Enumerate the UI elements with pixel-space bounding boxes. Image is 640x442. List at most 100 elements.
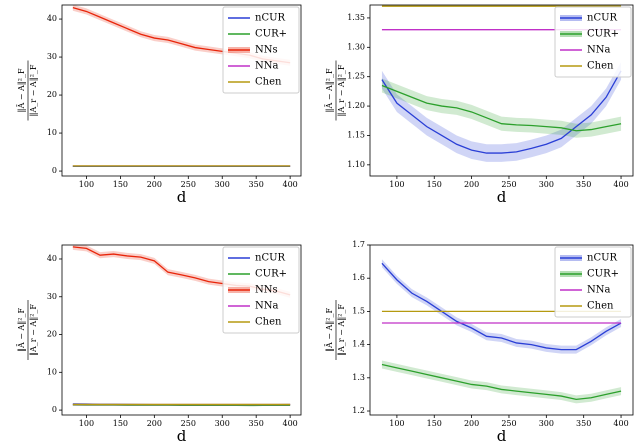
x-tick-label: 300	[539, 180, 554, 189]
legend-box	[554, 6, 632, 78]
y-label-den: ‖A_r − A‖²_F	[29, 64, 38, 116]
y-tick-label: 1.6	[352, 273, 365, 282]
legend-label: NNa	[587, 285, 611, 296]
y-axis-label: ‖Ā − A‖²_F ‖A_r − A‖²_F	[325, 300, 346, 360]
y-label-den: ‖A_r − A‖²_F	[337, 304, 346, 356]
x-tick-label: 100	[389, 419, 404, 428]
y-tick-label: 10	[47, 128, 57, 137]
x-tick-label: 250	[181, 180, 196, 189]
series-line	[381, 363, 622, 401]
y-tick-label: 1.3	[352, 373, 365, 382]
legend-label: NNs	[255, 45, 278, 56]
y-axis-label: ‖Ā − A‖²_F ‖A_r − A‖²_F	[17, 60, 38, 121]
legend-label: nCUR	[587, 13, 618, 24]
legend-box	[222, 246, 300, 334]
legend-box	[222, 6, 300, 94]
y-tick-label: 40	[47, 14, 57, 23]
x-tick-label: 300	[539, 419, 554, 428]
axes-frame	[61, 4, 302, 177]
y-tick-label: 1.20	[347, 101, 365, 110]
y-tick-label: 0	[52, 405, 57, 414]
x-tick-label: 150	[113, 419, 128, 428]
legend-label: Chen	[255, 317, 282, 328]
x-tick-label: 200	[464, 419, 479, 428]
legend-label: Chen	[255, 77, 282, 88]
x-tick-label: 350	[249, 180, 264, 189]
legend-label: nCUR	[587, 253, 618, 264]
x-tick-label: 200	[464, 180, 479, 189]
y-tick-label: 30	[47, 292, 57, 301]
plot	[381, 5, 622, 162]
series-line	[381, 84, 622, 132]
y-tick-label: 1.25	[347, 72, 365, 81]
legend-label: Chen	[587, 61, 614, 72]
x-tick-label: 250	[501, 180, 516, 189]
legend-label: Chen	[587, 301, 614, 312]
y-tick-label: 40	[47, 254, 57, 263]
y-label-den: ‖A_r − A‖²_F	[29, 304, 38, 356]
y-tick-label: 20	[47, 330, 57, 339]
y-tick-label: 1.35	[347, 13, 365, 22]
band	[381, 259, 622, 354]
axes-frame	[369, 244, 634, 416]
legend-label: NNa	[255, 301, 279, 312]
y-tick-label: 20	[47, 90, 57, 99]
legend-label: NNa	[587, 45, 611, 56]
x-axis-label: d	[497, 427, 507, 442]
legend-label: nCUR	[255, 13, 286, 24]
x-tick-label: 400	[282, 180, 297, 189]
legend-label: CUR+	[255, 29, 287, 40]
x-tick-label: 300	[215, 180, 230, 189]
legend-label: NNa	[255, 61, 279, 72]
x-tick-label: 250	[501, 419, 516, 428]
series-line	[381, 262, 622, 351]
legend-box	[554, 246, 632, 318]
axes-frame	[369, 4, 634, 177]
x-tick-label: 150	[427, 180, 442, 189]
legend-label: NNs	[255, 285, 278, 296]
band	[381, 78, 622, 138]
y-axis-label: ‖Ā − A‖²_F ‖A_r − A‖²_F	[325, 60, 346, 121]
y-label-num: ‖Ā − A‖²_F	[325, 68, 334, 113]
x-tick-label: 200	[147, 180, 162, 189]
legend-label: CUR+	[587, 29, 619, 40]
x-tick-label: 300	[215, 419, 230, 428]
y-tick-label: 1.7	[352, 240, 365, 249]
x-tick-label: 100	[79, 419, 94, 428]
y-tick-label: 1.5	[352, 306, 365, 315]
series-line	[381, 70, 622, 154]
x-tick-label: 100	[79, 180, 94, 189]
y-tick-label: 1.4	[352, 340, 365, 349]
x-tick-label: 200	[147, 419, 162, 428]
legend-label: CUR+	[255, 269, 287, 280]
y-label-den: ‖A_r − A‖²_F	[337, 64, 346, 116]
x-tick-label: 400	[613, 180, 628, 189]
y-tick-label: 30	[47, 52, 57, 61]
x-tick-label: 150	[427, 419, 442, 428]
x-tick-label: 350	[576, 419, 591, 428]
x-tick-label: 400	[282, 419, 297, 428]
legend-label: nCUR	[255, 253, 286, 264]
y-label-num: ‖Ā − A‖²_F	[325, 308, 334, 353]
x-tick-label: 350	[249, 419, 264, 428]
y-label-num: ‖Ā − A‖²_F	[17, 308, 26, 353]
legend-label: CUR+	[587, 269, 619, 280]
y-tick-label: 1.2	[352, 406, 365, 415]
y-tick-label: 10	[47, 367, 57, 376]
y-tick-label: 1.10	[347, 160, 365, 169]
y-label-num: ‖Ā − A‖²_F	[17, 68, 26, 113]
x-tick-label: 350	[576, 180, 591, 189]
x-axis-label: d	[177, 427, 187, 442]
x-axis-label: d	[177, 188, 187, 206]
band	[381, 62, 622, 162]
x-tick-label: 400	[613, 419, 628, 428]
y-axis-label: ‖Ā − A‖²_F ‖A_r − A‖²_F	[17, 300, 38, 360]
x-tick-label: 150	[113, 180, 128, 189]
y-tick-label: 1.30	[347, 42, 365, 51]
x-axis-label: d	[497, 188, 507, 206]
band	[381, 360, 622, 404]
axes-frame	[61, 244, 302, 416]
x-tick-label: 250	[181, 419, 196, 428]
x-tick-label: 100	[389, 180, 404, 189]
